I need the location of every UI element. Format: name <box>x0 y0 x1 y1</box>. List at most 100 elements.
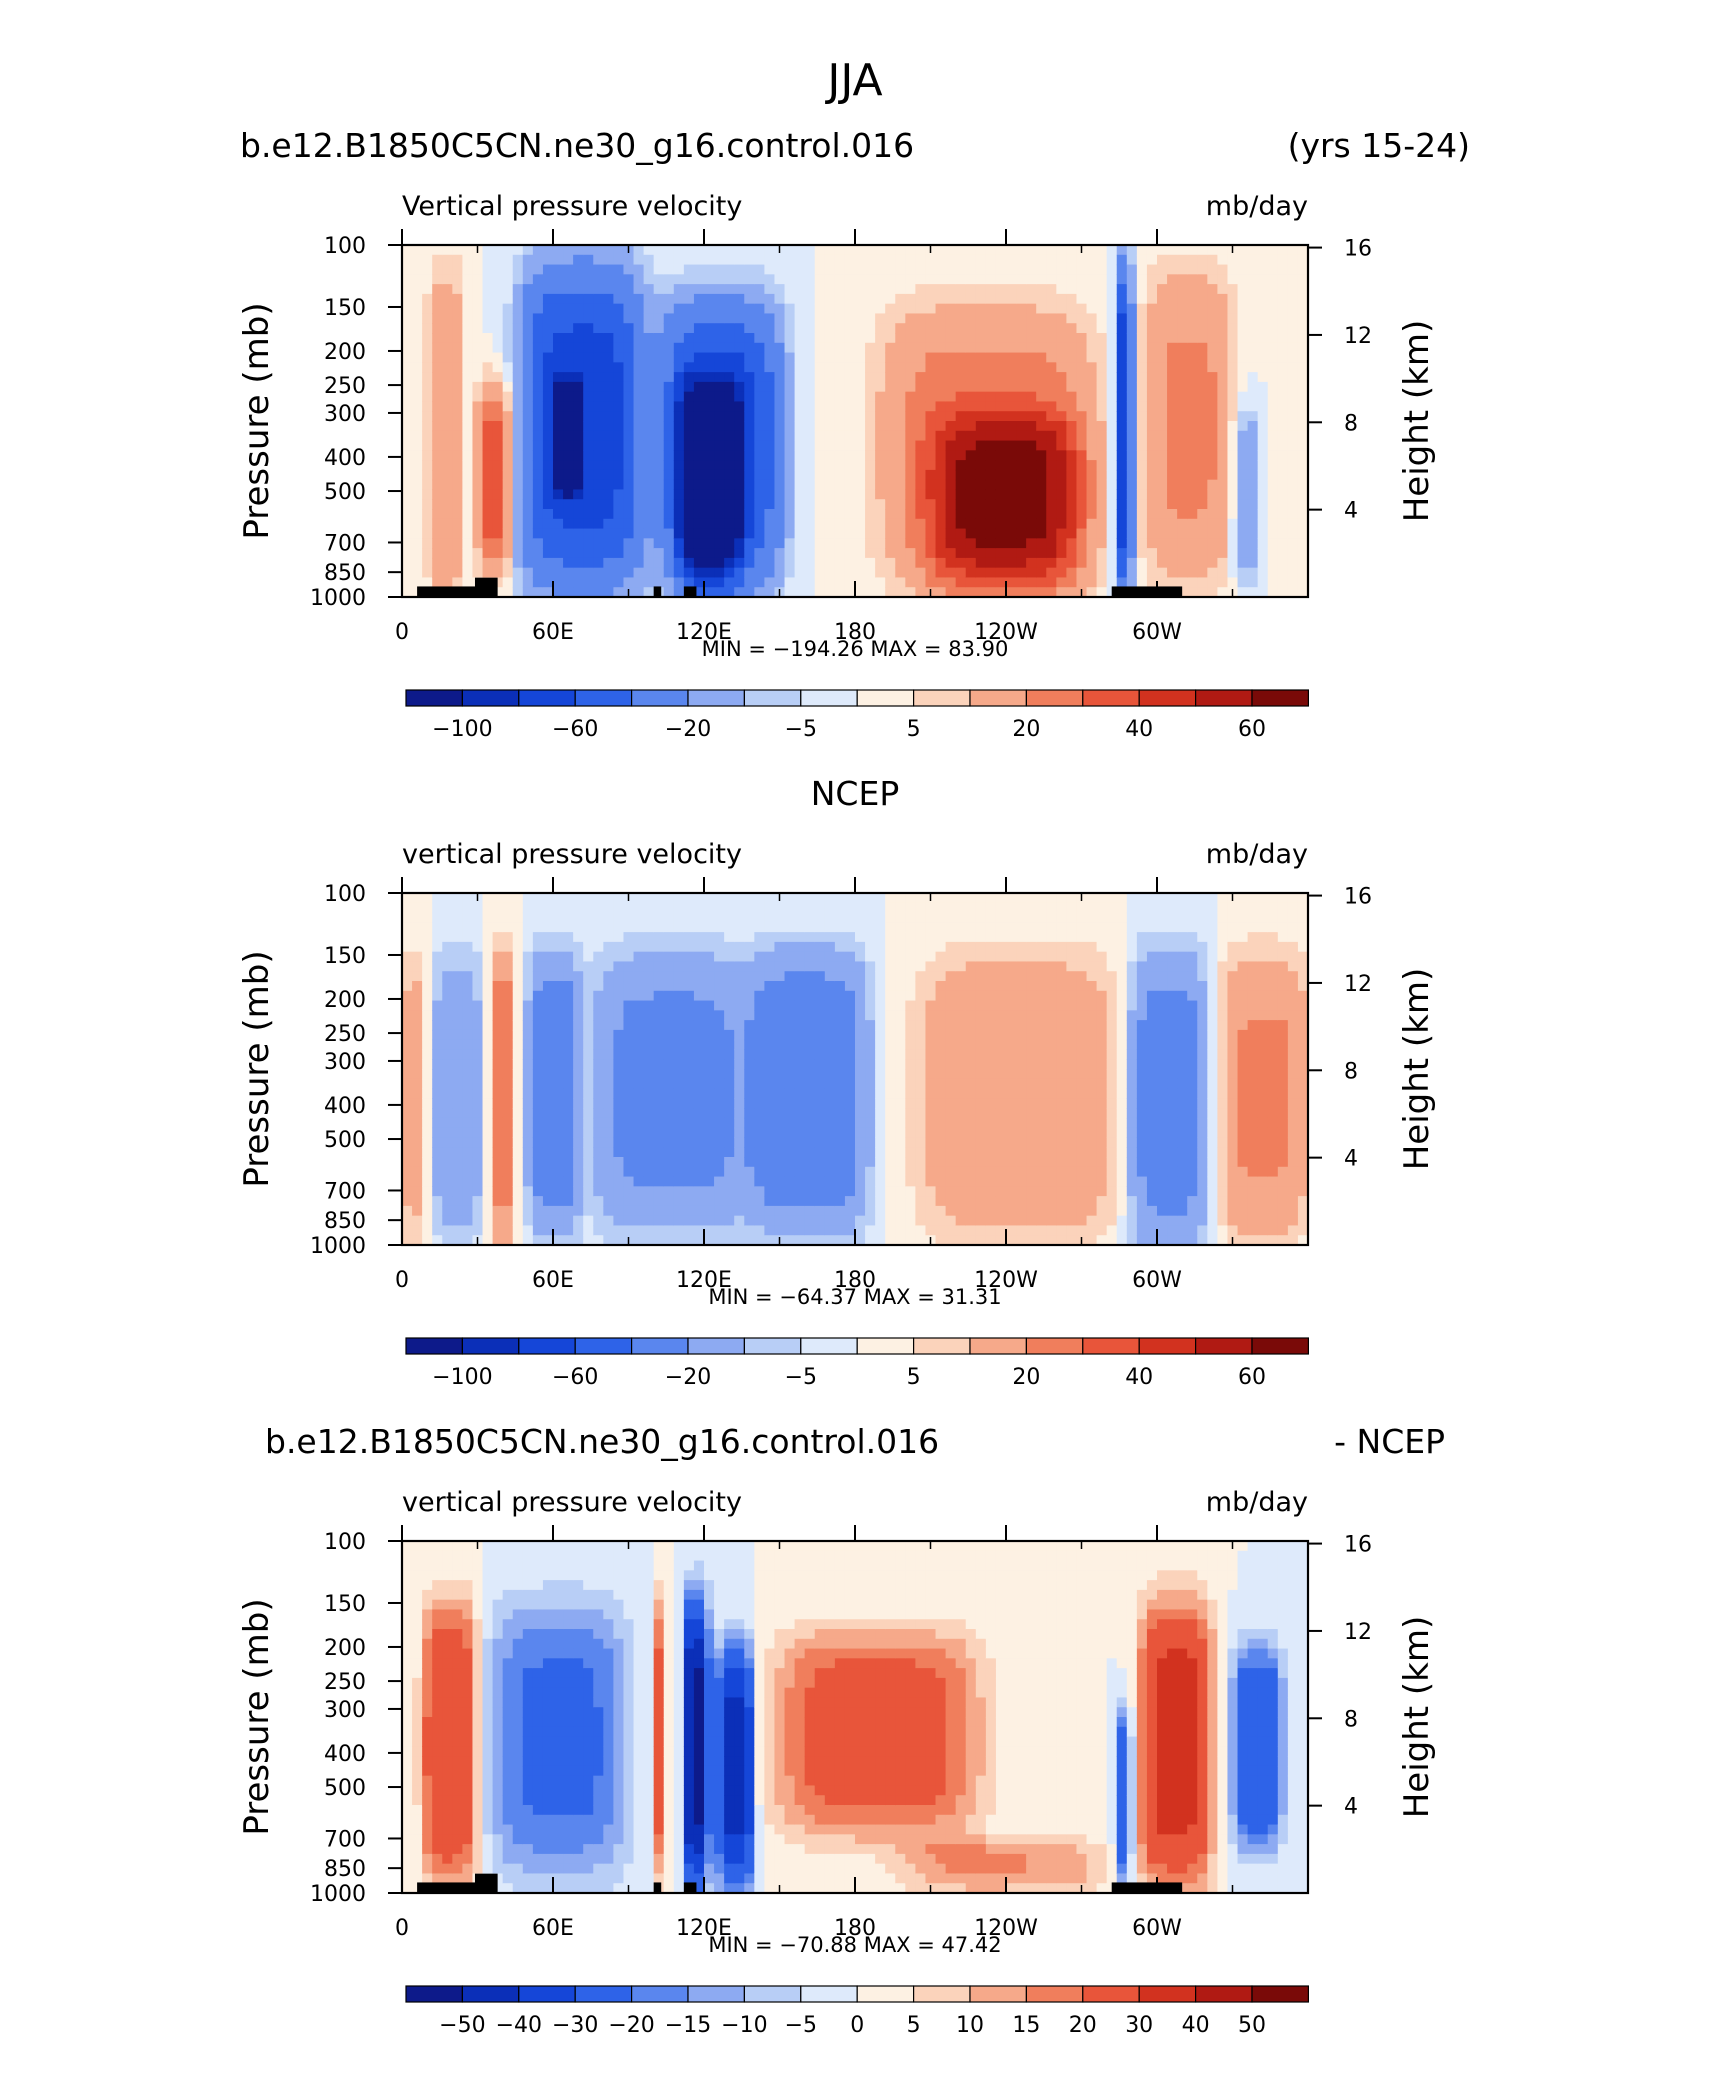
heatmap-cell <box>553 460 564 471</box>
heatmap-cell <box>693 1137 705 1148</box>
heatmap-cell <box>553 284 564 295</box>
heatmap-cell <box>714 1157 725 1168</box>
heatmap-cell <box>583 1205 594 1217</box>
heatmap-cell <box>603 1147 614 1158</box>
heatmap-cell <box>734 411 745 422</box>
heatmap-cell <box>1187 411 1198 422</box>
heatmap-cell <box>643 548 655 559</box>
heatmap-cell <box>824 411 836 422</box>
heatmap-cell <box>1277 303 1289 315</box>
heatmap-cell <box>603 1186 614 1197</box>
heatmap-cell <box>563 577 574 588</box>
heatmap-cell <box>553 518 564 530</box>
heatmap-cell <box>935 528 947 539</box>
heatmap-cell <box>784 518 796 530</box>
heatmap-cell <box>512 1117 524 1129</box>
heatmap-cell <box>673 1108 685 1119</box>
heatmap-cell <box>412 1020 423 1031</box>
heatmap-cell <box>784 1059 796 1070</box>
heatmap-cell <box>573 245 584 256</box>
heatmap-cell <box>1177 372 1188 383</box>
heatmap-cell <box>492 922 504 933</box>
heatmap-cell <box>1086 313 1098 324</box>
heatmap-cell <box>1277 528 1289 539</box>
heatmap-cell <box>844 922 856 933</box>
heatmap-cell <box>462 518 474 530</box>
heatmap-cell <box>704 1196 715 1207</box>
heatmap-cell <box>1187 528 1198 539</box>
heatmap-cell <box>965 587 977 598</box>
heatmap-cell <box>512 1137 524 1148</box>
heatmap-cell <box>1146 518 1158 530</box>
heatmap-cell <box>1287 362 1299 373</box>
heatmap-cell <box>1237 274 1249 285</box>
heatmap-cell <box>512 333 524 344</box>
heatmap-cell <box>573 479 584 491</box>
colorbar-box <box>800 689 858 707</box>
heatmap-cell <box>1277 381 1289 393</box>
y2-axis-label: Height (km) <box>1397 320 1437 523</box>
heatmap-cell <box>885 567 896 579</box>
heatmap-cell <box>643 460 655 471</box>
heatmap-cell <box>502 245 514 256</box>
heatmap-cell <box>522 323 534 334</box>
heatmap-cell <box>683 902 695 914</box>
heatmap-cell <box>1096 577 1108 588</box>
heatmap-cell <box>774 1205 786 1217</box>
heatmap-cell <box>442 1049 453 1060</box>
heatmap-cell <box>1066 460 1078 471</box>
heatmap-cell <box>412 489 423 500</box>
heatmap-cell <box>452 971 463 982</box>
heatmap-cell <box>522 254 534 266</box>
heatmap-cell <box>915 303 927 315</box>
heatmap-cell <box>764 1225 776 1236</box>
heatmap-cell <box>502 411 514 422</box>
heatmap-cell <box>532 893 544 904</box>
heatmap-cell <box>693 381 705 393</box>
heatmap-cell <box>1167 254 1178 266</box>
heatmap-cell <box>885 430 896 442</box>
heatmap-cell <box>673 430 685 442</box>
heatmap-cell <box>1257 333 1269 344</box>
heatmap-cell <box>563 401 574 412</box>
heatmap-cell <box>704 499 715 510</box>
heatmap-cell <box>784 1137 796 1148</box>
heatmap-cell <box>915 411 927 422</box>
heatmap-cell <box>452 902 463 914</box>
heatmap-cell <box>1267 391 1279 403</box>
heatmap-cell <box>573 1000 584 1011</box>
heatmap-cell <box>633 401 645 412</box>
heatmap-cell <box>774 381 786 393</box>
heatmap-cell <box>412 284 423 295</box>
heatmap-cell <box>1277 293 1289 305</box>
heatmap-cell <box>885 381 896 393</box>
heatmap-cell <box>1006 274 1017 285</box>
heatmap-cell <box>623 421 635 432</box>
heatmap-cell <box>623 381 635 393</box>
heatmap-cell <box>542 1069 554 1080</box>
heatmap-cell <box>1066 440 1078 451</box>
heatmap-cell <box>593 990 604 1002</box>
heatmap-cell <box>502 577 514 588</box>
heatmap-cell <box>814 362 826 373</box>
heatmap-cell <box>1267 401 1279 412</box>
heatmap-cell <box>804 274 816 285</box>
heatmap-cell <box>593 971 604 982</box>
heatmap-cell <box>452 411 463 422</box>
heatmap-cell <box>975 391 987 403</box>
heatmap-cell <box>452 1039 463 1051</box>
heatmap-cell <box>945 323 957 334</box>
heatmap-cell <box>462 352 474 363</box>
heatmap-cell <box>472 1186 484 1197</box>
heatmap-cell <box>784 1176 796 1187</box>
heatmap-cell <box>472 489 484 500</box>
heatmap-cell <box>744 411 755 422</box>
heatmap-cell <box>1177 499 1188 510</box>
heatmap-cell <box>442 990 453 1002</box>
heatmap-cell <box>512 1127 524 1139</box>
heatmap-cell <box>542 245 554 256</box>
heatmap-cell <box>754 352 765 363</box>
heatmap-cell <box>885 538 896 549</box>
heatmap-cell <box>693 538 705 549</box>
heatmap-cell <box>844 518 856 530</box>
